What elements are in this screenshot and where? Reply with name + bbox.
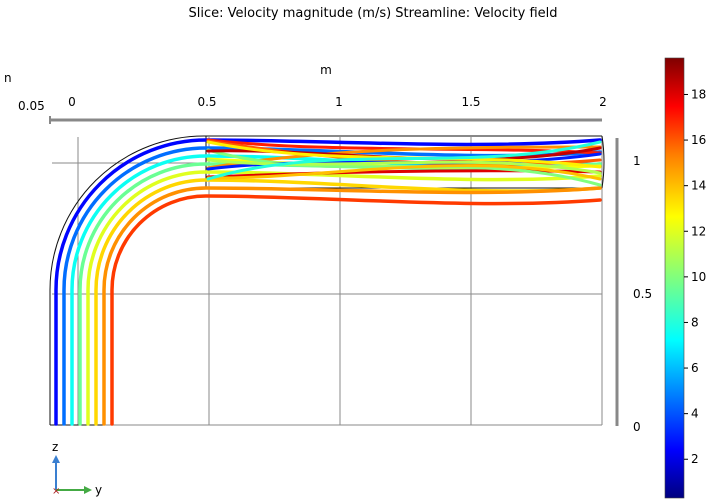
colorbar-tick-label: 14 [691, 179, 706, 193]
colorbar: 2 4 6 8 10 12 14 16 18 [664, 57, 706, 499]
x-tick-label-4: 2 [599, 95, 607, 109]
pipe-outlet-edge [601, 135, 605, 189]
vertical-axis: 1 0.5 0 [615, 138, 652, 434]
colorbar-tick-label: 6 [691, 361, 699, 375]
streamline [206, 164, 602, 181]
y-arrowhead [84, 486, 92, 494]
colorbar-tick-label: 10 [691, 270, 706, 284]
streamline [206, 140, 602, 181]
y-axis-label: y [95, 483, 102, 497]
x-tick-label-0: 0 [68, 95, 76, 109]
x-tick-label-3: 1.5 [461, 95, 480, 109]
streamline [110, 194, 602, 426]
colorbar-gradient [664, 57, 685, 499]
plot-title: Slice: Velocity magnitude (m/s) Streamli… [189, 6, 558, 21]
colorbar-tick-label: 4 [691, 407, 699, 421]
orientation-triad: × z y [52, 440, 102, 497]
x-tick-label-1: 0.5 [197, 95, 216, 109]
streamline [94, 178, 602, 426]
pipe-inner-wall [103, 187, 602, 425]
colorbar-tick-label: 16 [691, 133, 706, 147]
x-axis: 0 0.5 1 1.5 2 0.05 [18, 95, 607, 124]
streamline [206, 158, 602, 175]
pipe-outer-wall [49, 135, 602, 425]
z-axis-label: z [52, 440, 58, 454]
axis-unit-label-cut: n [4, 71, 12, 85]
colorbar-ticks: 2 4 6 8 10 12 14 16 18 [684, 87, 706, 466]
colorbar-tick-label: 2 [691, 452, 699, 466]
x-origin-marker: × [52, 486, 60, 497]
streamline [86, 170, 602, 426]
streamline [102, 186, 602, 426]
streamlines [54, 138, 602, 426]
v-tick-label-0: 0 [633, 420, 641, 434]
v-tick-label-1: 1 [633, 154, 641, 168]
colorbar-tick-label: 12 [691, 224, 706, 238]
v-tick-label-05: 0.5 [633, 287, 652, 301]
colorbar-tick-label: 8 [691, 315, 699, 329]
streamline [54, 138, 602, 426]
colorbar-tick-label: 18 [691, 87, 706, 101]
axis-unit-label: m [320, 63, 332, 77]
z-arrowhead [52, 455, 60, 463]
streamline [62, 146, 602, 426]
depth-tick-label: 0.05 [18, 99, 45, 113]
x-tick-label-2: 1 [335, 95, 343, 109]
